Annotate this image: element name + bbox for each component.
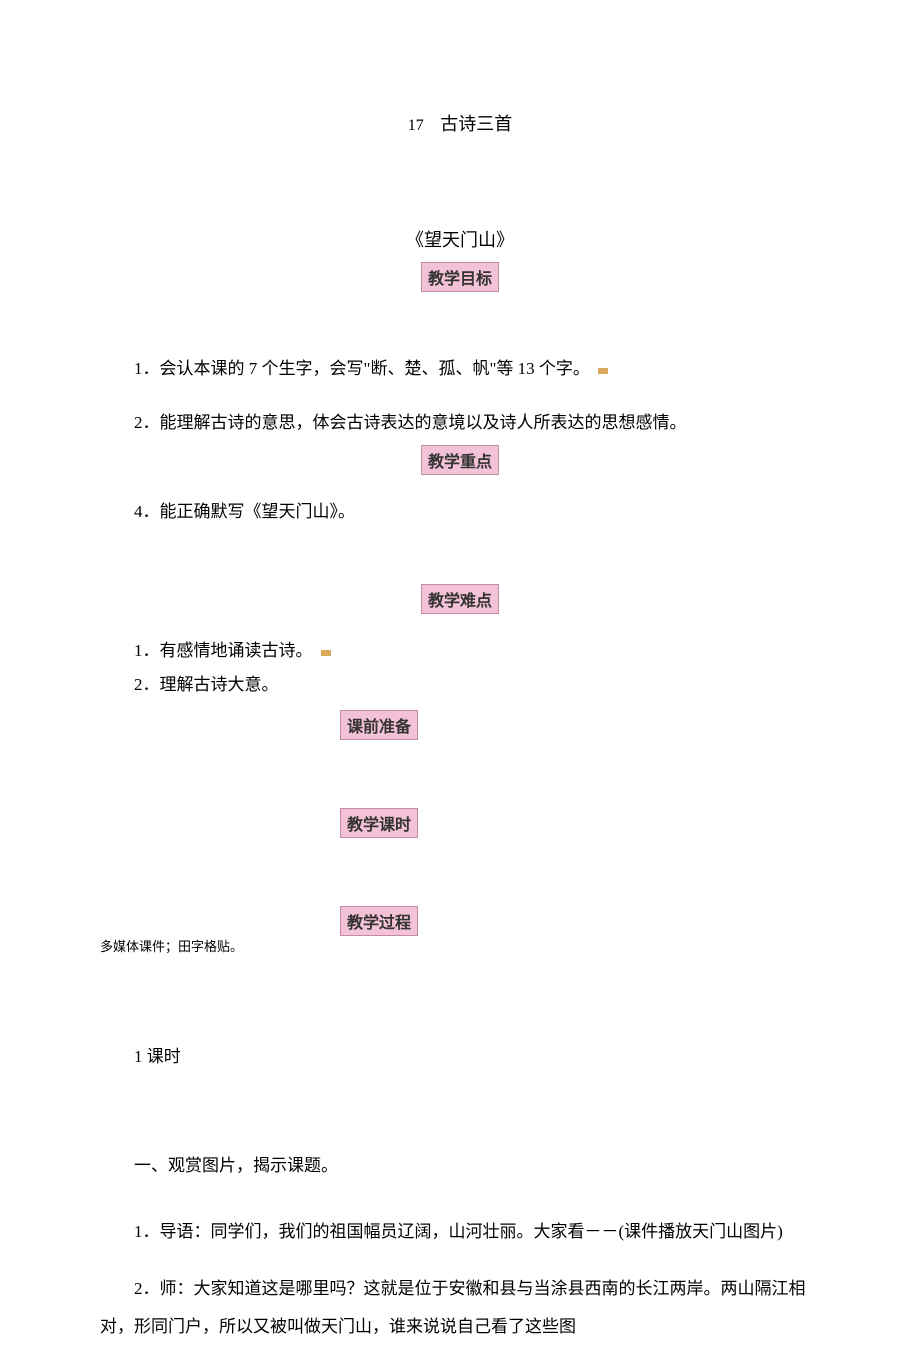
objectives-label: 教学目标 bbox=[421, 262, 499, 292]
process-label: 教学过程 bbox=[340, 906, 418, 936]
classhours-text: 1 课时 bbox=[100, 1040, 820, 1074]
section-preparation-wrapper: 课前准备 bbox=[340, 710, 820, 740]
classhours-label: 教学课时 bbox=[340, 808, 418, 838]
process-item-2: 2．师：大家知道这是哪里吗？这就是位于安徽和县与当涂县西南的长江两岸。两山隔江相… bbox=[100, 1270, 820, 1345]
preparation-label: 课前准备 bbox=[340, 710, 418, 740]
document-title: 17 古诗三首 bbox=[100, 110, 820, 136]
decor-icon bbox=[321, 650, 331, 656]
poem-title: 《望天门山》 bbox=[100, 226, 820, 252]
section-keypoints-wrapper: 教学重点 bbox=[100, 445, 820, 475]
keypoints-label: 教学重点 bbox=[421, 445, 499, 475]
decor-icon bbox=[598, 368, 608, 374]
section-difficulties-wrapper: 教学难点 bbox=[100, 584, 820, 614]
section-objectives-wrapper: 教学目标 bbox=[100, 262, 820, 292]
difficulties-label: 教学难点 bbox=[421, 584, 499, 614]
process-section-1-title: 一、观赏图片，揭示课题。 bbox=[100, 1149, 820, 1183]
process-item-1: 1．导语：同学们，我们的祖国幅员辽阔，山河壮丽。大家看－－(课件播放天门山图片) bbox=[100, 1213, 820, 1250]
title-number: 17 bbox=[408, 117, 424, 134]
objective-item-2: 2．能理解古诗的意思，体会古诗表达的意境以及诗人所表达的思想感情。 bbox=[100, 406, 820, 440]
title-text: 古诗三首 bbox=[440, 114, 512, 134]
difficulty-item-2: 2．理解古诗大意。 bbox=[100, 668, 820, 702]
section-process-wrapper: 教学过程 bbox=[340, 906, 820, 936]
preparation-note: 多媒体课件；田字格贴。 bbox=[100, 936, 820, 955]
difficulty-item-1: 1．有感情地诵读古诗。 bbox=[100, 634, 820, 668]
section-classhours-wrapper: 教学课时 bbox=[340, 808, 820, 838]
objective-item-1: 1．会认本课的 7 个生字，会写"断、楚、孤、帆"等 13 个字。 bbox=[100, 352, 820, 386]
keypoint-item-4: 4．能正确默写《望天门山》。 bbox=[100, 495, 820, 529]
